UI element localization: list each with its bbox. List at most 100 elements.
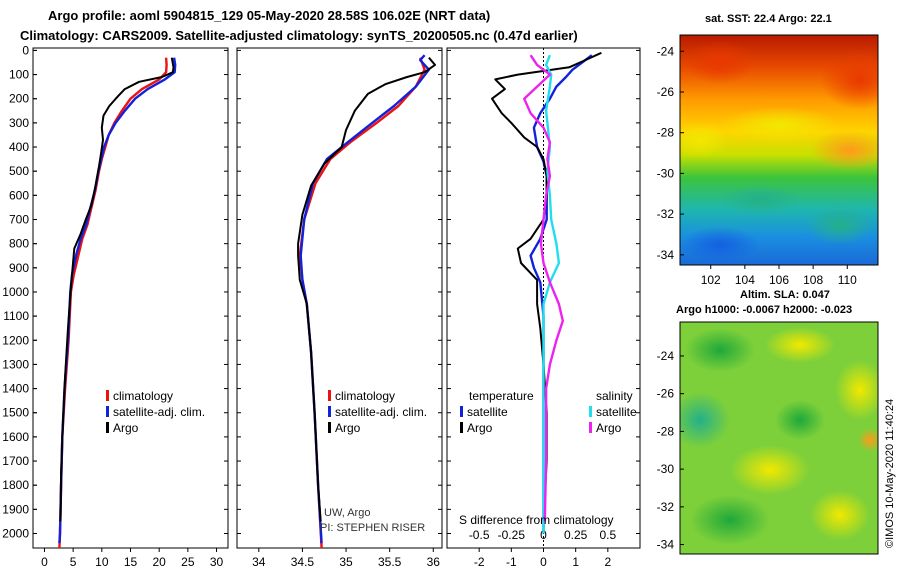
sst-map-axes: -24 -26 -28 -30 -32 -34 102 104 106 108 110: [657, 44, 858, 287]
depth-tick-label: 200: [9, 92, 29, 106]
top-x-tick-label: -0.5: [469, 528, 490, 542]
figure-title-line2: Climatology: CARS2009. Satellite-adjuste…: [20, 28, 578, 43]
x-tick-label: 1: [572, 555, 579, 569]
difference-title: S difference from climatology: [459, 513, 614, 527]
map-y-tick-label: -34: [657, 538, 675, 552]
legend-swatch-argo: [106, 422, 109, 433]
salinity-panel-frame: [236, 47, 443, 549]
sla-map-frame: [679, 321, 879, 555]
salinity-x-axis: 34 34.5 35 35.5 36: [252, 548, 440, 569]
difference-legend-temperature: temperature satellite Argo: [460, 389, 534, 435]
sla-map-axes: -24 -26 -28 -30 -32 -34: [657, 349, 684, 552]
legend-label-sal-satellite: satellite: [596, 405, 637, 419]
depth-tick-label: 1400: [2, 382, 29, 396]
map-y-tick-label: -30: [657, 462, 675, 476]
x-tick-label: -2: [474, 555, 485, 569]
x-tick-label: 35: [339, 555, 353, 569]
x-tick-label: 20: [152, 555, 166, 569]
temperature-x-axis: 0 5 10 15 20 25 30: [41, 548, 224, 569]
depth-axis: 0 100 200 300 400 500 600 700 800 900 1000 1100 1200…: [2, 43, 37, 541]
map-x-tick-label: 106: [769, 273, 789, 287]
pi-annotation-1: UW, Argo: [324, 507, 370, 519]
salinity-satellite-adj-clim--line: [299, 54, 431, 544]
map-x-tick-label: 108: [803, 273, 823, 287]
depth-tick-label: 600: [9, 188, 29, 202]
legend-swatch-temp-argo: [460, 422, 463, 433]
map-y-tick-label: -26: [657, 85, 675, 99]
top-x-tick-label: -0.25: [498, 528, 526, 542]
depth-tick-label: 0: [22, 43, 29, 57]
map-y-tick-label: -28: [657, 126, 675, 140]
depth-tick-label: 1900: [2, 502, 29, 516]
map-y-tick-label: -32: [657, 207, 675, 221]
map-y-tick-label: -26: [657, 387, 675, 401]
depth-tick-label: 2000: [2, 527, 29, 541]
difference-x-axis: -2 -1 0 1 2: [474, 548, 611, 569]
depth-tick-label: 400: [9, 140, 29, 154]
depth-tick-label: 1300: [2, 357, 29, 371]
legend-label-argo: Argo: [113, 421, 139, 435]
sla-map-subtitle: Argo h1000: -0.0067 h2000: -0.023: [676, 304, 852, 316]
map-y-tick-label: -32: [657, 500, 675, 514]
pi-annotation-2: PI: STEPHEN RISER: [320, 522, 425, 534]
depth-tick-label: 1800: [2, 478, 29, 492]
sla-map: [680, 322, 878, 554]
depth-tick-label: 700: [9, 212, 29, 226]
difference-legend-salinity: salinity satellite Argo: [589, 389, 637, 435]
x-tick-label: 10: [95, 555, 109, 569]
legend-swatch-satellite: [106, 406, 109, 417]
depth-tick-label: 1500: [2, 406, 29, 420]
difference-salinity-argo-line: [523, 54, 564, 522]
depth-tick-label: 1700: [2, 454, 29, 468]
legend-label-sal-argo: Argo: [596, 421, 622, 435]
temperature-argo-line: [59, 57, 175, 522]
legend-label-temp-argo: Argo: [467, 421, 493, 435]
map-y-tick-label: -24: [657, 349, 675, 363]
legend-swatch-temp-satellite: [460, 406, 463, 417]
map-y-tick-label: -24: [657, 44, 675, 58]
x-tick-label: 15: [124, 555, 138, 569]
legend-label-satellite: satellite-adj. clim.: [113, 405, 205, 419]
legend-swatch-climatology: [328, 390, 331, 401]
temperature-legend: climatology satellite-adj. clim. Argo: [106, 389, 205, 435]
map-x-tick-label: 102: [701, 273, 721, 287]
depth-tick-label: 1100: [3, 309, 29, 323]
difference-salinity-satellite-line: [542, 54, 561, 534]
difference-temperature-satellite-line: [529, 54, 593, 534]
x-tick-label: 34: [252, 555, 266, 569]
legend-swatch-argo: [328, 422, 331, 433]
top-x-tick-label: 0.25: [564, 528, 588, 542]
sst-map: [680, 35, 878, 265]
legend-swatch-sal-satellite: [589, 406, 592, 417]
depth-tick-label: 1000: [2, 285, 29, 299]
x-tick-label: 30: [210, 555, 224, 569]
temperature-lines: [33, 49, 228, 548]
depth-tick-label: 800: [9, 237, 29, 251]
x-tick-label: 34.5: [291, 555, 315, 569]
legend-swatch-sal-argo: [589, 422, 592, 433]
depth-tick-label: 300: [9, 116, 29, 130]
x-tick-label: 35.5: [378, 555, 402, 569]
temperature-satellite-adj-clim--line: [58, 57, 177, 544]
x-tick-label: 2: [604, 555, 611, 569]
x-tick-label: -1: [506, 555, 517, 569]
difference-lines: [447, 49, 640, 535]
salinity-argo-line: [297, 57, 436, 522]
depth-tick-label: 100: [9, 68, 29, 82]
difference-top-axis: -0.5 -0.25 0 0.25 0.5: [469, 528, 617, 542]
sst-map-title: sat. SST: 22.4 Argo: 22.1: [705, 13, 832, 25]
legend-label-temp-satellite: satellite: [467, 405, 508, 419]
top-x-tick-label: 0.5: [599, 528, 616, 542]
legend-heading-temperature: temperature: [469, 389, 534, 403]
x-tick-label: 5: [70, 555, 77, 569]
sla-map-title: Altim. SLA: 0.047: [740, 289, 830, 301]
depth-tick-label: 1600: [2, 430, 29, 444]
map-y-tick-label: -34: [657, 248, 675, 262]
map-x-tick-label: 110: [838, 273, 857, 287]
x-tick-label: 0: [540, 555, 547, 569]
legend-label-satellite: satellite-adj. clim.: [335, 405, 427, 419]
legend-heading-salinity: salinity: [596, 389, 633, 403]
figure-title-line1: Argo profile: aoml 5904815_129 05-May-20…: [48, 8, 490, 23]
legend-label-argo: Argo: [335, 421, 361, 435]
